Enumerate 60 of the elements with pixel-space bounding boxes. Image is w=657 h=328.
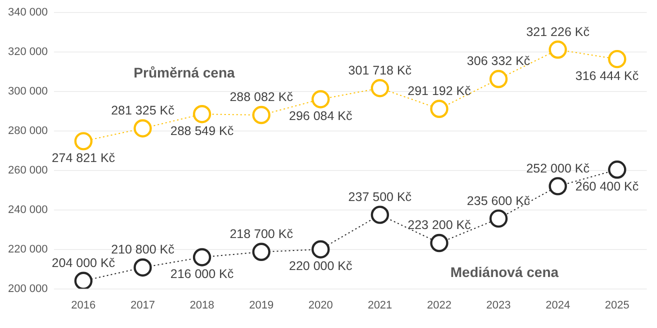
data-label: 291 192 Kč: [408, 84, 471, 98]
point: [370, 79, 390, 98]
point: [192, 248, 212, 266]
x-tick-label: 2018: [190, 299, 214, 312]
data-label: 260 400 Kč: [575, 179, 639, 194]
point: [370, 206, 390, 224]
data-label: 306 332 Kč: [466, 54, 530, 68]
y-tick-label: 260 000: [8, 164, 48, 176]
y-tick-label: 300 000: [8, 86, 48, 98]
data-label: 210 800 Kč: [111, 242, 174, 257]
point: [252, 242, 270, 262]
data-label: 281 325 Kč: [111, 104, 174, 118]
data-label: 218 700 Kč: [230, 227, 293, 242]
x-tick-label: 2019: [249, 299, 274, 312]
data-label: 220 000 Kč: [289, 259, 352, 274]
y-tick-label: 320 000: [8, 46, 48, 58]
data-label: 274 821 Kč: [52, 150, 116, 165]
point: [430, 100, 448, 118]
data-label: 223 200 Kč: [408, 218, 471, 232]
point: [192, 105, 212, 124]
point: [489, 70, 508, 88]
series-label: Mediánová cena: [450, 264, 559, 280]
data-label: 237 500 Kč: [348, 190, 412, 204]
data-label: 288 549 Kč: [170, 124, 234, 138]
x-tick-label: 2024: [546, 299, 570, 312]
point: [489, 209, 508, 228]
x-tick-label: 2022: [426, 299, 452, 312]
point: [74, 272, 93, 289]
point: [608, 160, 626, 179]
x-tick-label: 2023: [486, 299, 511, 312]
point: [608, 50, 626, 68]
data-label: 301 718 Kč: [348, 63, 412, 78]
y-tick-label: 200 000: [8, 282, 48, 295]
y-tick-label: 240 000: [8, 204, 48, 216]
point: [548, 40, 567, 59]
x-tick-label: 2025: [604, 299, 630, 312]
x-tick-label: 2016: [71, 299, 96, 312]
x-tick-label: 2017: [130, 299, 155, 312]
point: [74, 132, 93, 150]
data-label: 235 600 Kč: [466, 194, 530, 208]
point: [134, 258, 152, 277]
y-tick-label: 340 000: [8, 6, 48, 19]
data-label: 316 444 Kč: [575, 68, 639, 83]
text: Průměrná cena: [134, 64, 236, 81]
point: [312, 240, 330, 258]
point: [312, 90, 330, 108]
x-tick-label: 2020: [308, 299, 333, 312]
data-label: 252 000 Kč: [526, 161, 590, 176]
point: [548, 177, 567, 196]
y-tick-label: 280 000: [8, 125, 48, 138]
point: [134, 119, 152, 138]
point: [430, 234, 448, 252]
y-tick-label: 220 000: [8, 243, 48, 256]
data-label: 216 000 Kč: [170, 266, 234, 281]
data-label: 321 226 Kč: [526, 24, 590, 39]
x-tick-label: 2021: [368, 299, 392, 312]
data-label: 288 082 Kč: [230, 90, 293, 104]
point: [252, 106, 270, 124]
data-label: 296 084 Kč: [289, 108, 352, 123]
data-label: 204 000 Kč: [52, 256, 116, 270]
